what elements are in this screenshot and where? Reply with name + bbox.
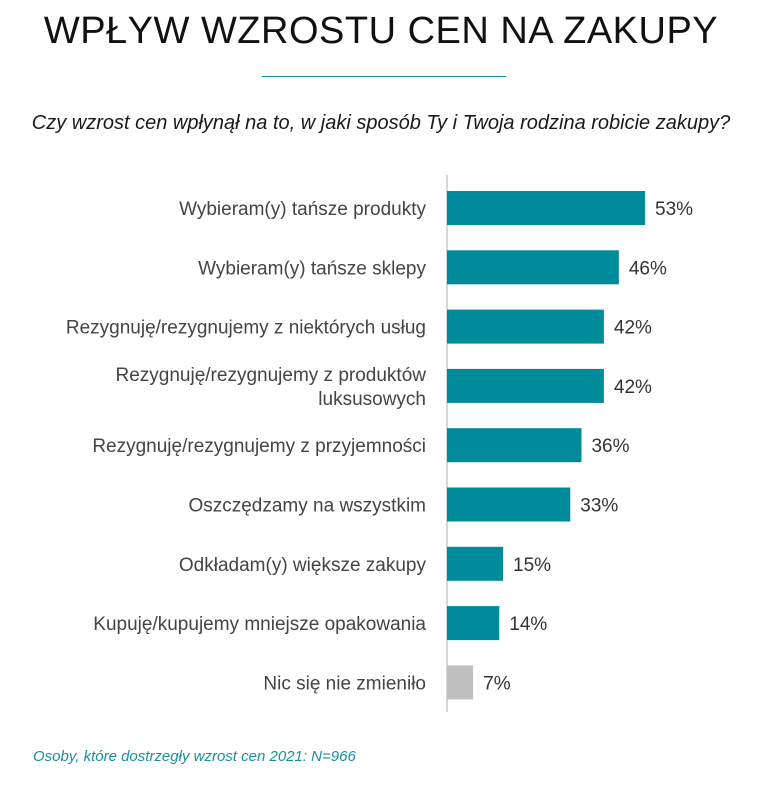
category-label-5: Rezygnuję/rezygnujemy z przyjemności — [92, 436, 426, 457]
category-label-3: Rezygnuję/rezygnujemy z niektórych usług — [66, 318, 426, 339]
value-label-8: 14% — [509, 614, 547, 635]
bar-1 — [447, 191, 645, 225]
category-label-2: Wybieram(y) tańsze sklepy — [198, 258, 426, 279]
category-label-7: Odkładam(y) większe zakupy — [179, 555, 427, 576]
bar-9 — [447, 665, 474, 700]
bar-5 — [447, 428, 582, 463]
value-label-4: 42% — [614, 377, 652, 398]
bar-7 — [447, 546, 504, 581]
bar-chart: 53% Wybieram(y) tańsze produkty 46% Wybiera… — [66, 175, 693, 712]
value-label-9: 7% — [483, 673, 511, 694]
category-label-4-line-1: Rezygnuję/rezygnujemy z produktów — [116, 365, 427, 386]
bar-2 — [447, 250, 619, 285]
value-label-2: 46% — [629, 258, 667, 279]
value-label-1: 53% — [655, 199, 693, 220]
sample-footnote: Osoby, które dostrzegły wzrost cen 2021:… — [33, 748, 356, 765]
category-label-9: Nic się nie zmieniło — [263, 673, 426, 694]
bar-4 — [447, 368, 604, 403]
category-label-8: Kupuję/kupujemy mniejsze opakowania — [93, 614, 426, 635]
category-label-1: Wybieram(y) tańsze produkty — [179, 199, 426, 220]
bar-3 — [447, 309, 604, 344]
category-label-4-line-2: luksusowych — [318, 389, 426, 410]
title-underline — [262, 76, 506, 77]
bar-8 — [447, 606, 500, 641]
value-label-3: 42% — [614, 318, 652, 339]
value-label-6: 33% — [580, 496, 618, 517]
value-label-5: 36% — [591, 436, 629, 457]
chart-title: WPŁYW WZROSTU CEN NA ZAKUPY — [43, 10, 719, 52]
value-label-7: 15% — [513, 555, 551, 576]
survey-question: Czy wzrost cen wpłynął na to, w jaki spo… — [31, 112, 731, 134]
category-label-6: Oszczędzamy na wszystkim — [188, 496, 426, 517]
bar-6 — [447, 487, 571, 522]
